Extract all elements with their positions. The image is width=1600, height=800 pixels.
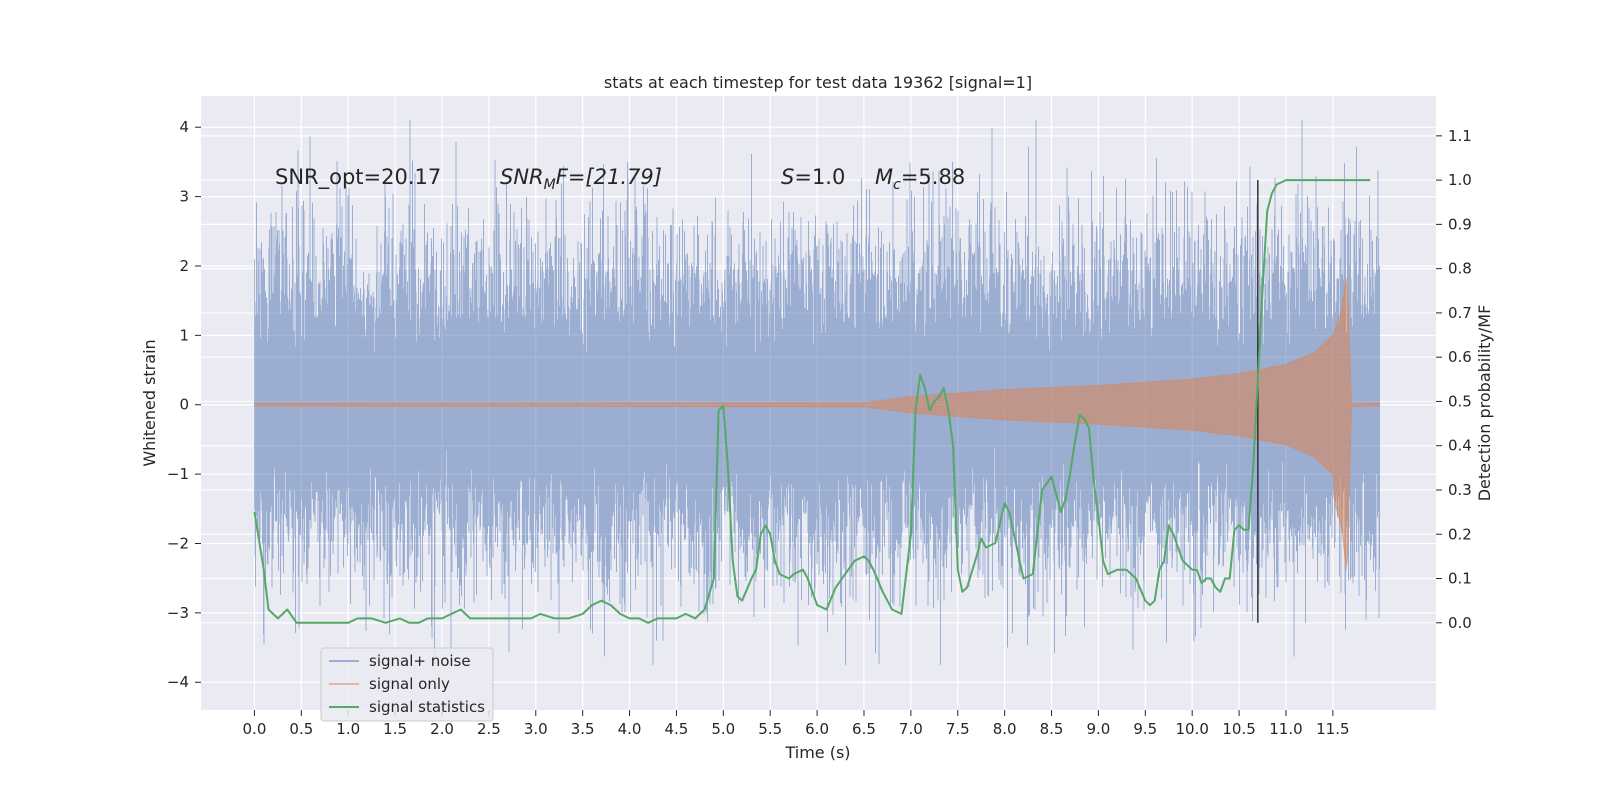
y-tick-label: −4: [167, 673, 189, 691]
x-tick-label: 5.0: [711, 720, 735, 738]
y-tick-label: 2: [179, 257, 189, 275]
y-tick-label: 0: [179, 396, 189, 414]
annotation-snr-mf-base: SNR: [500, 165, 544, 189]
legend-box: [320, 647, 494, 722]
y2-tick-label: 1.1: [1448, 127, 1472, 145]
x-tick-label: 6.0: [805, 720, 829, 738]
annotation-mc: Mc=5.88: [875, 165, 965, 193]
y2-tick-label: 0.2: [1448, 525, 1472, 543]
annotation-mc-symbol: M: [875, 165, 893, 189]
y2-tick-label: 0.5: [1448, 392, 1472, 410]
x-tick-label: 5.5: [758, 720, 782, 738]
chart-title: stats at each timestep for test data 193…: [604, 73, 1032, 92]
x-axis-label: Time (s): [784, 743, 850, 762]
x-tick-label: 2.5: [477, 720, 501, 738]
annotation-snr-mf: SNRMF=[21.79]: [500, 165, 662, 193]
y-tick-label: −3: [167, 604, 189, 622]
x-tick-label: 3.5: [571, 720, 595, 738]
y2-tick-label: 0.9: [1448, 215, 1472, 233]
x-tick-label: 0.0: [243, 720, 267, 738]
x-tick-label: 1.5: [383, 720, 407, 738]
x-tick-label: 11.0: [1269, 720, 1302, 738]
x-tick-label: 4.5: [665, 720, 689, 738]
x-tick-label: 10.5: [1222, 720, 1255, 738]
legend-label-signal-only: signal only: [369, 675, 450, 693]
y2-axis: 0.0 0.1 0.2 0.3 0.4 0.5 0.6 0.7 0.8 0.9 1.0 1.1: [1436, 127, 1472, 632]
y2-tick-label: 0.1: [1448, 570, 1472, 588]
x-tick-label: 2.0: [430, 720, 454, 738]
x-tick-label: 10.0: [1175, 720, 1208, 738]
annotation-snr-mf-rest-f: F=[21.79]: [556, 165, 662, 189]
annotation-mc-value: =5.88: [901, 165, 965, 189]
x-tick-label: 1.0: [336, 720, 360, 738]
x-tick-label: 8.0: [993, 720, 1017, 738]
signal-statistics-series: [253, 179, 1371, 624]
plot-area: [253, 120, 1381, 665]
annotation-snr-opt: SNR_opt=20.17: [275, 165, 441, 190]
y-tick-label: 1: [179, 326, 189, 344]
signal-only-series: [254, 277, 1381, 571]
x-tick-label: 6.5: [852, 720, 876, 738]
y-tick-label: −1: [167, 465, 189, 483]
x-tick-label: 4.0: [618, 720, 642, 738]
x-tick-label: 0.5: [289, 720, 313, 738]
y2-tick-label: 0.0: [1448, 614, 1472, 632]
annotation-s-symbol: S: [781, 165, 794, 189]
y-tick-label: 4: [179, 118, 189, 136]
x-tick-label: 8.5: [1040, 720, 1064, 738]
annotation-s-value: =1.0: [794, 165, 845, 189]
legend: signal+ noise signal only signal statist…: [320, 647, 494, 722]
y2-tick-label: 0.4: [1448, 437, 1472, 455]
legend-label-signal-statistics: signal statistics: [369, 698, 485, 716]
y-tick-label: −2: [167, 534, 189, 552]
annotation-s: S=1.0: [781, 165, 845, 189]
x-tick-label: 3.0: [524, 720, 548, 738]
y2-tick-label: 1.0: [1448, 171, 1472, 189]
x-tick-label: 7.0: [899, 720, 923, 738]
y2-tick-label: 0.7: [1448, 304, 1472, 322]
x-tick-label: 7.5: [946, 720, 970, 738]
y-axis: −4 −3 −2 −1 0 1 2 3 4: [167, 118, 201, 691]
y2-tick-label: 0.8: [1448, 260, 1472, 278]
annotation-mc-sub: c: [893, 177, 901, 193]
x-axis: 0.0 0.5 1.0 1.5 2.0 2.5 3.0 3.5 4.0 4.5 5.0 5.5 6.0 6…: [243, 710, 1350, 738]
annotation-snr-mf-sub: M: [544, 177, 556, 193]
y-tick-label: 3: [179, 188, 189, 206]
y2-axis-label: Detection probability/MF: [1475, 305, 1494, 502]
legend-label-signal-noise: signal+ noise: [369, 652, 471, 670]
y2-tick-label: 0.3: [1448, 481, 1472, 499]
x-tick-label: 9.5: [1133, 720, 1157, 738]
x-tick-label: 9.0: [1086, 720, 1110, 738]
y-axis-label: Whitened strain: [140, 339, 159, 466]
x-tick-label: 11.5: [1316, 720, 1349, 738]
y2-tick-label: 0.6: [1448, 348, 1472, 366]
